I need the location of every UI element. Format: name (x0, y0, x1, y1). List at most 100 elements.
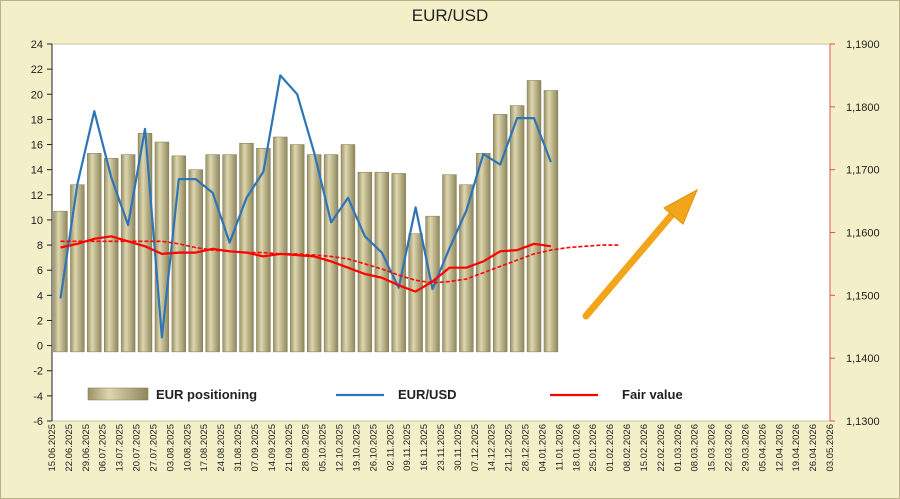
x-tick-label: 22.02.2026 (656, 424, 667, 472)
lines-layer (59, 74, 619, 339)
bar (357, 171, 373, 353)
x-tick-label: 15.03.2026 (707, 424, 718, 472)
x-tick-label: 10.08.2025 (182, 424, 193, 472)
x-tick-label: 28.09.2025 (301, 424, 312, 472)
right-tick-label: 1,1500 (846, 290, 880, 302)
legend-bar-marker (87, 387, 149, 401)
bar (154, 141, 170, 353)
right-tick-label: 1,1900 (846, 39, 880, 51)
x-tick-label: 13.07.2025 (115, 424, 126, 472)
x-tick-label: 21.09.2025 (284, 424, 295, 472)
legend-label: EUR positioning (156, 387, 257, 402)
bar (290, 144, 305, 353)
left-tick-label: 20 (31, 89, 43, 101)
x-tick-label: 22.03.2026 (724, 424, 735, 472)
x-tick-label: 02.11.2025 (385, 424, 396, 471)
x-tick-label: 14.12.2025 (487, 424, 498, 472)
left-tick-label: 8 (37, 240, 43, 252)
x-tick-label: 09.11.2025 (402, 424, 413, 471)
x-tick-label: 06.07.2025 (98, 424, 109, 472)
bar (374, 171, 389, 353)
x-tick-label: 15.06.2025 (47, 424, 58, 472)
bar (256, 148, 271, 353)
bar (239, 143, 254, 353)
left-tick-label: 4 (37, 290, 43, 302)
x-tick-label: 11.01.2026 (554, 424, 565, 471)
x-tick-label: 29.06.2025 (81, 424, 92, 472)
x-tick-label: 27.07.2025 (148, 424, 159, 472)
bar (306, 154, 322, 353)
left-tick-label: 10 (31, 215, 43, 227)
trend-arrow-head (663, 188, 698, 225)
x-tick-label: 07.09.2025 (250, 424, 261, 472)
bar (543, 90, 559, 353)
x-tick-label: 12.10.2025 (335, 424, 346, 472)
trend-arrow (582, 188, 698, 320)
x-tick-label: 08.03.2026 (690, 424, 701, 472)
x-tick-label: 20.07.2025 (132, 424, 143, 472)
trend-arrow-shaft (582, 207, 679, 320)
bar (53, 210, 68, 353)
legend: EUR positioning EUR/USD Fair value (87, 387, 683, 402)
x-tick-label: 24.08.2025 (216, 424, 227, 472)
x-tick-label: 03.08.2025 (165, 424, 176, 472)
x-tick-label: 05.10.2025 (318, 424, 329, 472)
bar (323, 154, 339, 353)
left-tick-label: -2 (33, 366, 43, 378)
bar (205, 154, 220, 353)
legend-label: Fair value (622, 387, 683, 402)
right-tick-label: 1,1700 (846, 165, 880, 177)
x-tick-label: 14.09.2025 (267, 424, 278, 472)
x-tick-label: 26.10.2025 (368, 424, 379, 472)
x-tick-label: 29.03.2026 (740, 424, 751, 472)
left-tick-label: 12 (31, 190, 43, 202)
bar (476, 153, 491, 353)
x-tick-label: 19.10.2025 (351, 424, 362, 472)
right-tick-label: 1,1800 (846, 102, 880, 114)
left-tick-label: -6 (33, 416, 43, 428)
bar (120, 154, 136, 353)
left-tick-label: -4 (33, 391, 43, 403)
right-tick-label: 1,1600 (846, 228, 880, 240)
bar (222, 154, 237, 353)
bar (493, 114, 508, 353)
x-tick-label: 30.11.2025 (453, 424, 464, 471)
x-tick-label: 05.04.2026 (757, 424, 768, 472)
x-tick-label: 23.11.2025 (436, 424, 447, 471)
left-tick-label: 24 (31, 39, 43, 51)
fair-value-trend-line (60, 240, 619, 284)
x-tick-label: 01.03.2026 (673, 424, 684, 472)
bar (391, 173, 406, 353)
x-tick-label: 21.12.2025 (504, 424, 515, 472)
x-tick-label: 08.02.2026 (622, 424, 633, 472)
x-tick-label: 15.02.2026 (639, 424, 650, 472)
chart-title: EUR/USD (411, 6, 489, 25)
eurusd-line (59, 74, 552, 339)
legend-label: EUR/USD (398, 387, 457, 402)
x-tick-label: 16.11.2025 (419, 424, 430, 471)
left-tick-label: 16 (31, 140, 43, 152)
x-tick-label: 17.08.2025 (199, 424, 210, 472)
bar (408, 233, 423, 353)
left-tick-label: 6 (37, 265, 43, 277)
x-tick-label: 31.08.2025 (233, 424, 244, 472)
bar (137, 132, 153, 353)
bars-layer (53, 80, 559, 353)
x-tick-label: 18.01.2026 (571, 424, 582, 472)
x-tick-label: 07.12.2025 (470, 424, 481, 472)
bar (526, 80, 542, 353)
bar (273, 136, 288, 353)
left-tick-label: 14 (31, 165, 43, 177)
x-tick-label: 22.06.2025 (64, 424, 75, 472)
x-tick-label: 26.04.2026 (808, 424, 819, 472)
right-tick-label: 1,1300 (846, 416, 880, 428)
bar (188, 169, 203, 353)
left-tick-label: 2 (37, 315, 43, 327)
bar (509, 105, 525, 353)
left-tick-label: 0 (37, 341, 43, 353)
x-tick-label: 01.02.2026 (605, 424, 616, 472)
left-tick-label: 18 (31, 114, 43, 126)
bar (442, 174, 457, 353)
